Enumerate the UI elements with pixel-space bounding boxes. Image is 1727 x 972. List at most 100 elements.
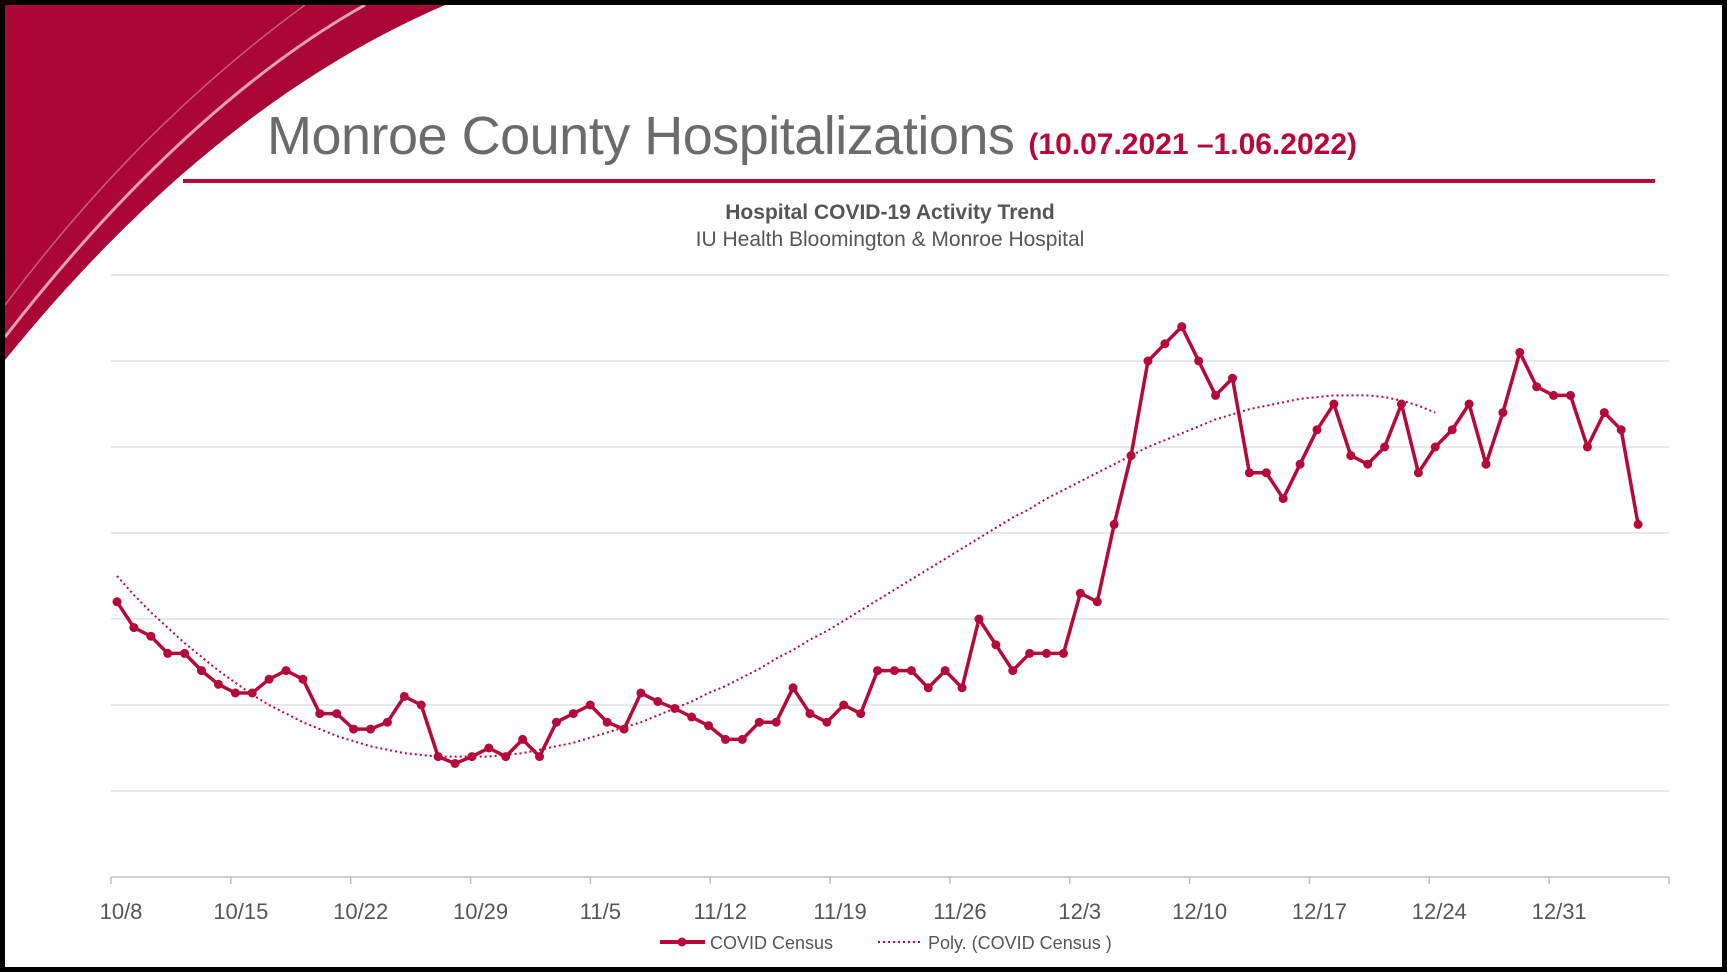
x-tick-label: 12/31 — [1532, 899, 1587, 924]
census-point — [366, 724, 376, 734]
census-point — [1430, 442, 1440, 452]
census-point — [873, 666, 883, 676]
x-tick-label: 12/17 — [1292, 899, 1347, 924]
census-point — [1329, 399, 1339, 409]
census-point — [1160, 339, 1170, 349]
slide: Monroe County Hospitalizations (10.07.202… — [5, 5, 1722, 967]
census-point — [1075, 588, 1085, 598]
census-point — [1633, 519, 1643, 529]
census-point — [129, 623, 139, 633]
census-point — [264, 674, 274, 684]
census-point — [906, 666, 916, 676]
trend-line — [116, 394, 1436, 758]
census-point — [670, 703, 680, 713]
census-point — [991, 640, 1001, 650]
census-point — [1261, 468, 1271, 478]
census-point — [1532, 382, 1542, 392]
census-point — [1312, 425, 1322, 435]
legend-label-census: COVID Census — [710, 933, 833, 953]
x-tick-label: 11/26 — [933, 899, 986, 924]
census-point — [1278, 494, 1288, 504]
x-axis: 10/8 10/15 10/22 10/29 11/5 11/12 11/19 11/26 12… — [100, 876, 1670, 924]
x-tick-label: 10/8 — [100, 899, 143, 924]
census-point — [1396, 399, 1406, 409]
census-point — [163, 648, 173, 658]
census-point — [1025, 648, 1035, 658]
line-chart: Hospital COVID-19 Activity Trend IU Heal… — [100, 201, 1670, 953]
census-point — [754, 717, 764, 727]
census-point — [450, 758, 460, 768]
census-point — [585, 700, 595, 710]
census-point — [1211, 390, 1221, 400]
census-point — [822, 717, 832, 727]
x-tick-label: 10/15 — [213, 899, 268, 924]
census-point — [602, 717, 612, 727]
census-point — [636, 688, 646, 698]
census-point — [737, 734, 747, 744]
census-point — [197, 666, 207, 676]
x-tick-label: 12/10 — [1172, 899, 1227, 924]
census-point — [1058, 648, 1068, 658]
census-point — [805, 709, 815, 719]
page-title: Monroe County Hospitalizations (10.07.202… — [267, 105, 1357, 167]
trend-series — [116, 394, 1436, 758]
census-point — [1295, 459, 1305, 469]
census-point — [957, 683, 967, 693]
census-point — [839, 700, 849, 710]
census-point — [1464, 399, 1474, 409]
census-point — [298, 674, 308, 684]
census-point — [1599, 408, 1609, 418]
census-point — [247, 688, 257, 698]
census-point — [568, 709, 578, 719]
census-point — [315, 709, 325, 719]
census-point — [1008, 666, 1018, 676]
census-series — [112, 322, 1643, 768]
date-range: (10.07.2021 –1.06.2022) — [1028, 128, 1357, 161]
census-point — [518, 734, 528, 744]
census-point — [1582, 442, 1592, 452]
census-point — [382, 717, 392, 727]
x-tick-label: 11/12 — [694, 899, 747, 924]
census-point — [1092, 597, 1102, 607]
census-point — [1227, 373, 1237, 383]
legend: COVID Census Poly. (COVID Census ) — [660, 933, 1112, 953]
census-point — [1363, 459, 1373, 469]
x-tick-label: 11/5 — [580, 899, 621, 924]
census-point — [1244, 468, 1254, 478]
census-point — [1481, 459, 1491, 469]
census-point — [1447, 425, 1457, 435]
decorative-swoosh — [5, 5, 445, 360]
gridlines — [111, 274, 1669, 792]
census-point — [1346, 451, 1356, 461]
census-point — [349, 724, 359, 734]
census-point — [484, 743, 494, 753]
census-point — [1413, 468, 1423, 478]
x-tick-label: 12/3 — [1058, 899, 1101, 924]
legend-label-trend: Poly. (COVID Census ) — [928, 933, 1112, 953]
census-point — [230, 688, 240, 698]
census-point — [399, 691, 409, 701]
census-point — [1549, 390, 1559, 400]
census-point — [1498, 408, 1508, 418]
census-point — [1126, 451, 1136, 461]
census-point — [1194, 356, 1204, 366]
census-point — [788, 683, 798, 693]
x-tick-label: 11/19 — [813, 899, 866, 924]
chart-subtitle: IU Health Bloomington & Monroe Hospital — [696, 228, 1085, 251]
census-point — [180, 648, 190, 658]
census-point — [856, 709, 866, 719]
census-point — [704, 721, 714, 731]
census-line — [115, 324, 1640, 766]
census-point — [467, 752, 477, 762]
census-point — [1143, 356, 1153, 366]
title-underline — [183, 179, 1655, 183]
census-point — [653, 697, 663, 707]
census-point — [1177, 322, 1187, 332]
census-point — [1616, 425, 1626, 435]
x-tick-label: 10/29 — [453, 899, 508, 924]
census-point — [940, 666, 950, 676]
census-point — [720, 734, 730, 744]
census-point — [281, 666, 291, 676]
census-point — [213, 679, 223, 689]
